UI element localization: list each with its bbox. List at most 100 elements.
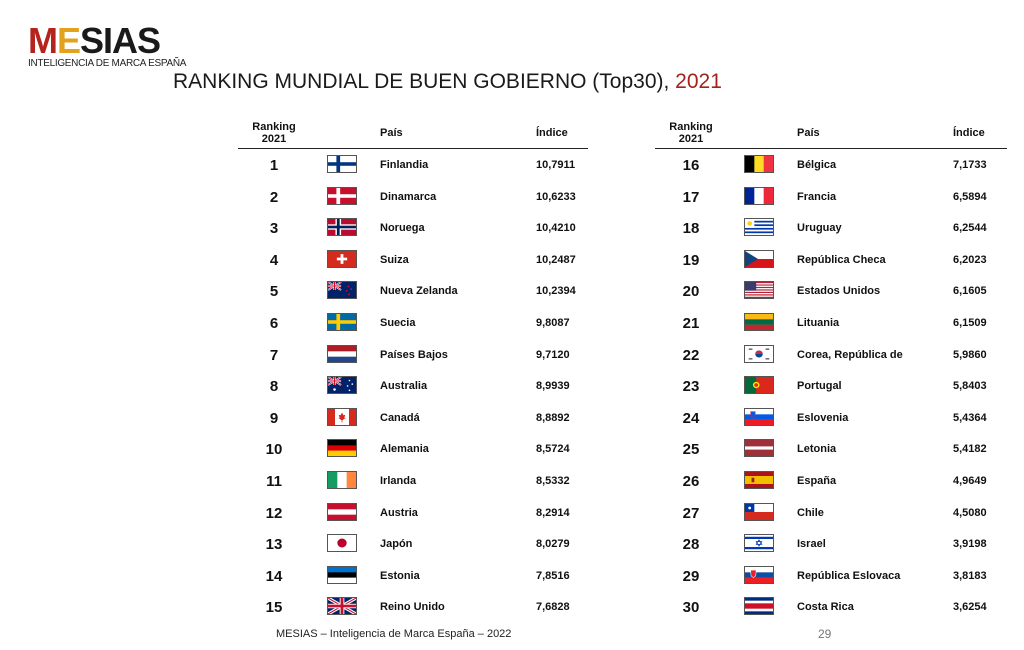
index-cell: 5,9860 (953, 348, 987, 361)
country-cell: Francia (797, 190, 837, 203)
japan-flag-icon (327, 534, 357, 553)
table-row: 13 Japón 8,0279 (238, 528, 588, 560)
index-cell: 4,5080 (953, 506, 987, 519)
table-row: 20 Estados Unidos 6,1605 (655, 275, 1007, 307)
country-cell: España (797, 474, 837, 487)
footer-text: MESIAS – Inteligencia de Marca España – … (276, 628, 512, 640)
table-row: 28 Israel 3,9198 (655, 528, 1007, 560)
country-cell: Suecia (380, 316, 416, 329)
table-row: 2 Dinamarca 10,6233 (238, 181, 588, 213)
index-cell: 8,9939 (536, 380, 570, 393)
table-row: 10 Alemania 8,5724 (238, 433, 588, 465)
rank-cell: 27 (682, 504, 700, 522)
country-cell: Estados Unidos (797, 285, 881, 298)
rank-cell: 11 (266, 472, 282, 490)
country-cell: Países Bajos (380, 348, 448, 361)
switzerland-flag-icon (327, 249, 357, 268)
slovakia-flag-icon (744, 565, 774, 584)
rank-cell: 8 (269, 378, 279, 396)
france-flag-icon (744, 186, 774, 205)
index-cell: 10,2487 (536, 253, 576, 266)
index-cell: 5,4364 (953, 411, 987, 424)
index-cell: 5,4182 (953, 443, 987, 456)
index-cell: 3,8183 (953, 569, 987, 582)
rank-cell: 19 (682, 251, 700, 269)
table-row: 6 Suecia 9,8087 (238, 307, 588, 339)
rank-cell: 1 (269, 157, 279, 174)
rank-cell: 20 (682, 283, 700, 301)
country-cell: Uruguay (797, 222, 842, 235)
index-cell: 4,9649 (953, 474, 987, 487)
table-row: 22 Corea, República de 5,9860 (655, 339, 1007, 371)
ranking-table-right: Ranking 2021 País Índice 16 Bélgica 7,1733 1… (655, 120, 1007, 623)
rank-cell: 4 (269, 251, 279, 269)
country-cell: Austria (380, 506, 418, 519)
country-cell: Alemania (380, 443, 429, 456)
table-row: 30 Costa Rica 3,6254 (655, 591, 1007, 623)
rank-cell: 15 (265, 599, 283, 617)
israel-flag-icon (744, 534, 774, 553)
table-row: 17 Francia 6,5894 (655, 181, 1007, 213)
rank-cell: 12 (265, 504, 283, 522)
index-cell: 7,1733 (953, 159, 987, 171)
ranking-table-left: Ranking 2021 País Índice 1 Finlandia 10,791… (238, 120, 588, 623)
country-cell: Canadá (380, 411, 420, 424)
finland-flag-icon (327, 155, 357, 173)
denmark-flag-icon (327, 186, 357, 205)
rank-cell: 7 (269, 346, 279, 364)
title-text: RANKING MUNDIAL DE BUEN GOBIERNO (Top30)… (173, 70, 670, 93)
index-cell: 8,2914 (536, 506, 570, 519)
country-cell: Bélgica (797, 159, 837, 171)
index-cell: 10,6233 (536, 190, 576, 203)
table-row: 8 Australia 8,9939 (238, 370, 588, 402)
canada-flag-icon (327, 407, 357, 426)
table-row: 18 Uruguay 6,2544 (655, 212, 1007, 244)
country-cell: Nueva Zelanda (380, 285, 458, 298)
rank-cell: 2 (269, 188, 279, 206)
slovenia-flag-icon (744, 407, 774, 426)
rank-cell: 18 (682, 220, 700, 238)
united-states-flag-icon (744, 281, 774, 300)
table-row: 16 Bélgica 7,1733 (655, 149, 1007, 181)
index-cell: 6,2544 (953, 222, 987, 235)
index-cell: 8,5332 (536, 474, 570, 487)
chile-flag-icon (744, 502, 774, 521)
header-country: País (380, 127, 403, 139)
header-rank-line1: Ranking (669, 121, 713, 133)
index-cell: 8,5724 (536, 443, 570, 456)
index-cell: 6,2023 (953, 253, 987, 266)
portugal-flag-icon (744, 376, 774, 395)
country-cell: República Eslovaca (797, 569, 901, 582)
table-row: 29 República Eslovaca 3,8183 (655, 560, 1007, 592)
austria-flag-icon (327, 502, 357, 521)
table-row: 15 Reino Unido 7,6828 (238, 591, 588, 623)
rank-cell: 26 (682, 472, 700, 490)
table-row: 3 Noruega 10,4210 (238, 212, 588, 244)
table-row: 14 Estonia 7,8516 (238, 560, 588, 592)
rank-cell: 28 (682, 536, 700, 554)
ireland-flag-icon (327, 470, 357, 489)
index-cell: 5,8403 (953, 380, 987, 393)
index-cell: 10,2394 (536, 285, 576, 298)
title-year: 2021 (675, 70, 722, 93)
table-row: 5 Nueva Zelanda 10,2394 (238, 275, 588, 307)
new-zealand-flag-icon (327, 281, 357, 300)
index-cell: 3,6254 (953, 601, 987, 614)
index-cell: 6,1605 (953, 285, 987, 298)
rank-cell: 9 (269, 409, 279, 427)
rank-cell: 16 (682, 157, 700, 174)
index-cell: 8,0279 (536, 538, 570, 551)
table-body-left: 1 Finlandia 10,7911 2 Dinamarca 10,6233 3 Norue… (238, 149, 588, 623)
country-cell: Australia (380, 380, 428, 393)
norway-flag-icon (327, 218, 357, 237)
table-header: Ranking 2021 País Índice (238, 120, 588, 149)
rank-cell: 17 (682, 188, 700, 206)
country-cell: Eslovenia (797, 411, 849, 424)
page-title: RANKING MUNDIAL DE BUEN GOBIERNO (Top30)… (173, 70, 722, 94)
table-row: 12 Austria 8,2914 (238, 497, 588, 529)
united-kingdom-flag-icon (327, 597, 357, 616)
table-row: 25 Letonia 5,4182 (655, 433, 1007, 465)
germany-flag-icon (327, 439, 357, 458)
sweden-flag-icon (327, 312, 357, 331)
country-cell: Irlanda (380, 474, 417, 487)
